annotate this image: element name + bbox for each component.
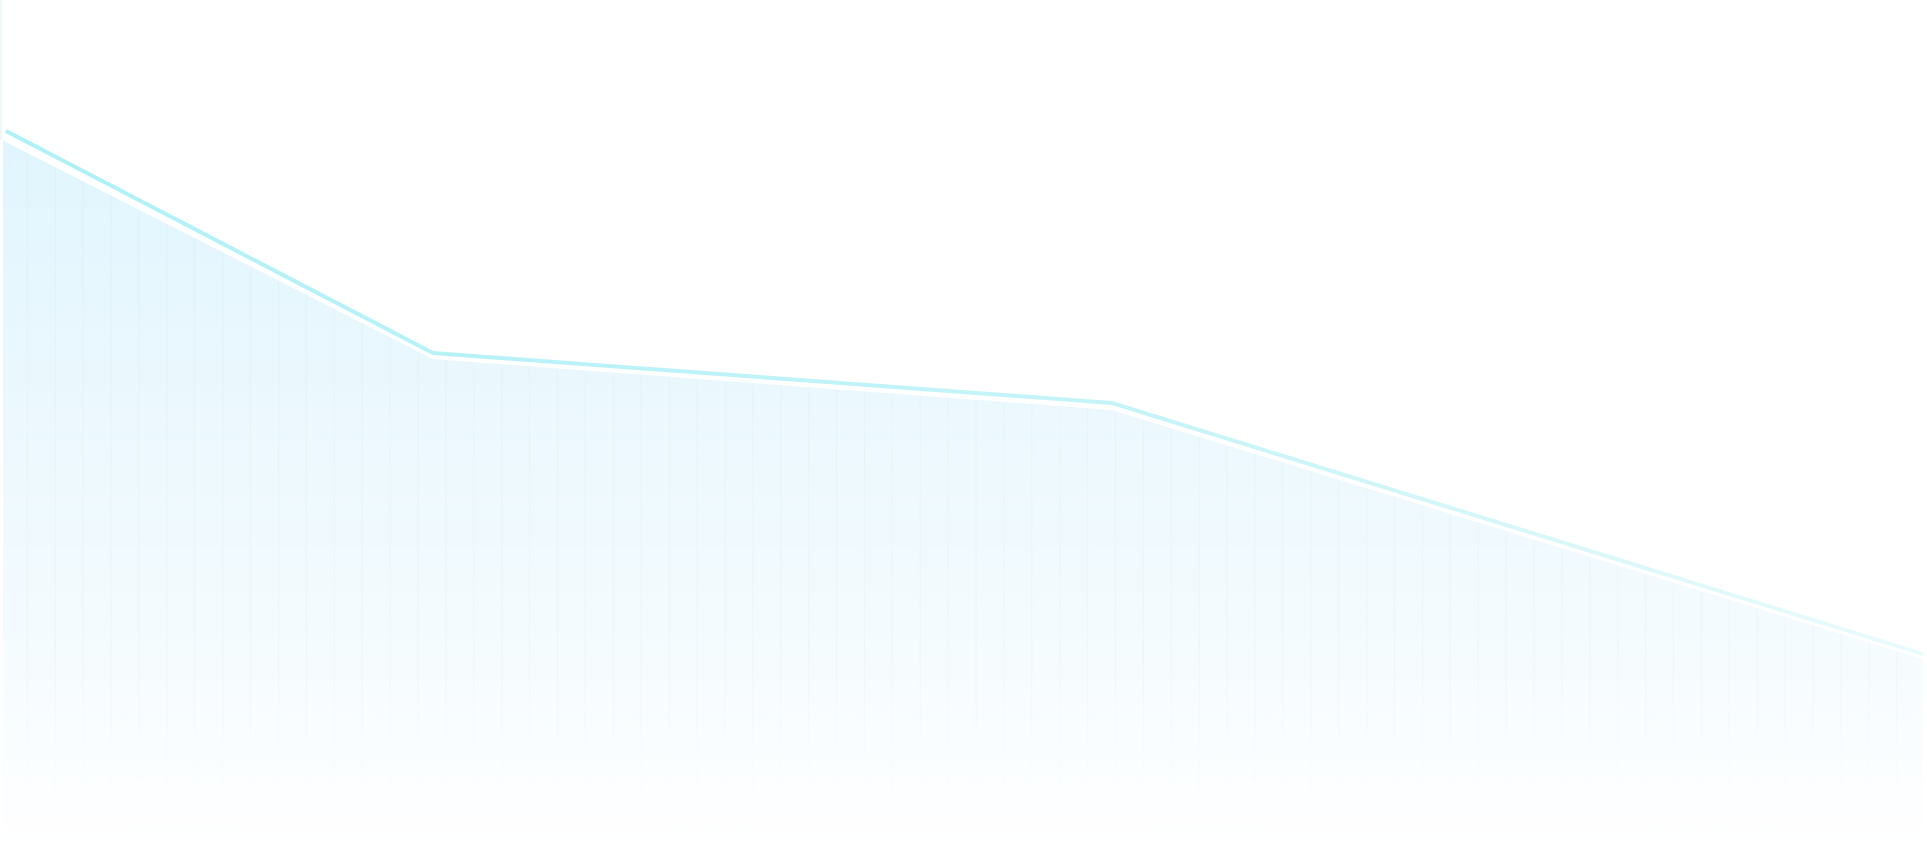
vertical-grid [3, 139, 1923, 840]
area-group [3, 139, 1923, 840]
line-highlight [3, 139, 1924, 659]
left-edge [0, 0, 2, 140]
trend-line [5, 129, 1924, 656]
